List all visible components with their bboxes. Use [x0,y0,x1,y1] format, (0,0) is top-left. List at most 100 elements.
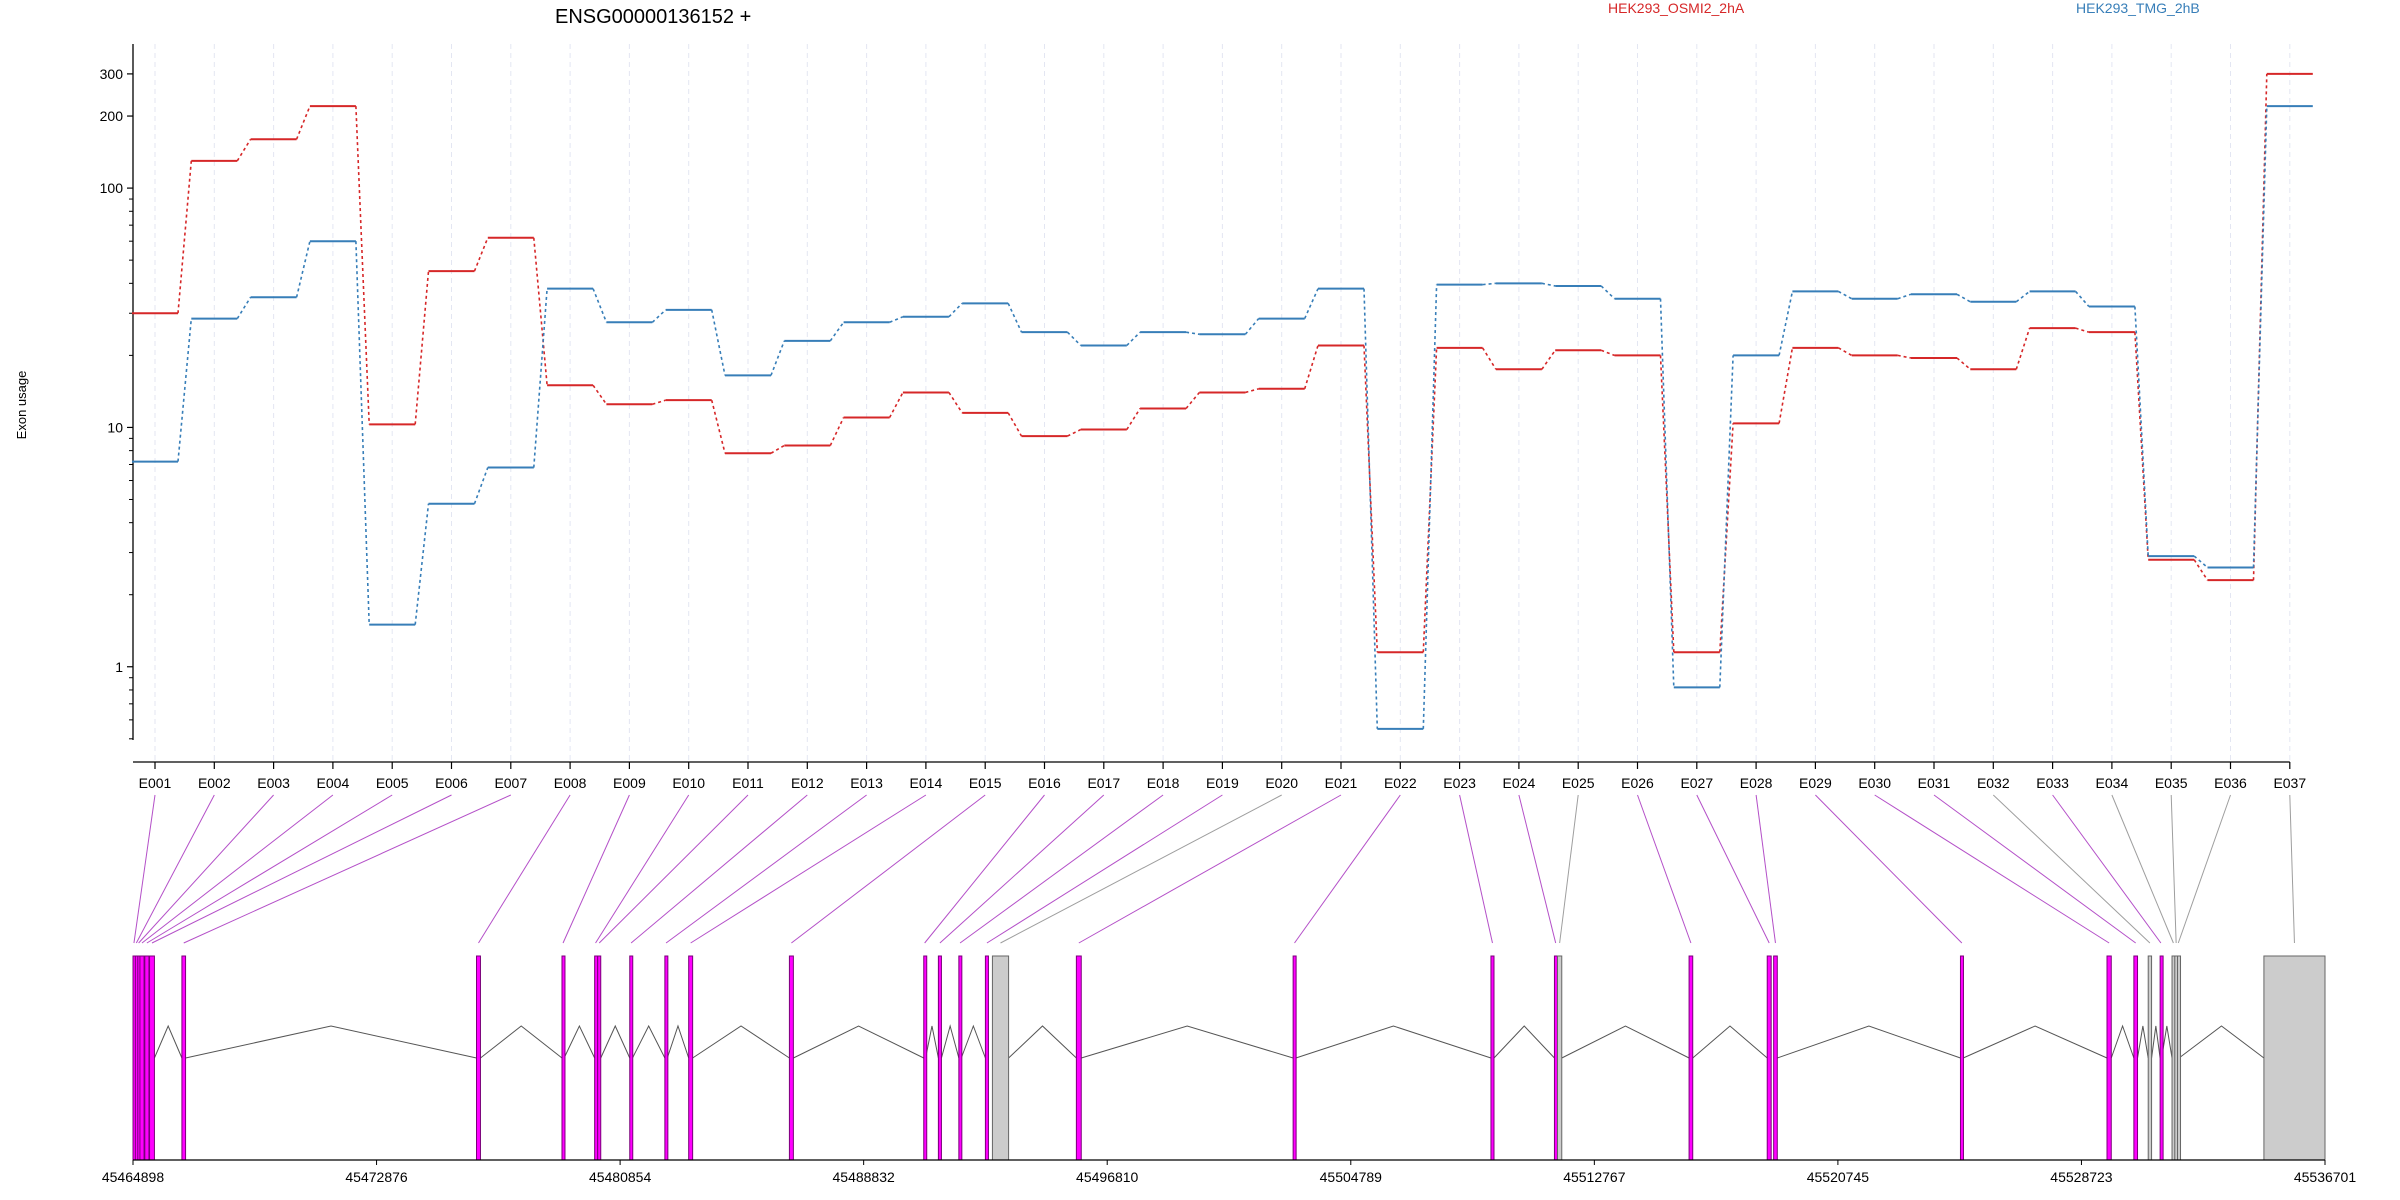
exon-box-E036 [2177,955,2182,1161]
series-2-connector [770,340,786,376]
series-1-connector [355,106,370,425]
y-tick-label-100: 100 [100,180,124,196]
series-2-connector [2074,290,2090,308]
exon-box-E026 [1688,955,1694,1161]
connector-E014 [690,794,927,944]
series-2-connector [2252,106,2268,568]
series-2-connector [889,316,904,324]
x-tick-label-E031: E031 [1918,775,1951,791]
x-tick-label-E016: E016 [1028,775,1061,791]
exon-box-E037 [2263,955,2326,1161]
connector-E002 [135,794,215,944]
genomic-tick-label-45488832: 45488832 [833,1169,896,1185]
series-1-connector [1778,347,1794,424]
series-2-connector [592,288,608,323]
x-tick-label-E029: E029 [1799,775,1832,791]
intron-line [925,1025,939,1059]
genomic-tick-label-45504789: 45504789 [1320,1169,1383,1185]
connector-E021 [1078,794,1342,944]
exon-box-E004 [139,955,145,1161]
exon-box-E028 [1773,955,1778,1161]
intron-line [960,1024,986,1059]
y-tick-label-300: 300 [100,66,124,82]
series-1-connector [1659,355,1675,653]
x-tick-label-E034: E034 [2096,775,2129,791]
series-2-connector [1185,331,1200,336]
series-1-connector [1541,349,1556,370]
x-tick-label-E020: E020 [1265,775,1298,791]
series-2-connector [1244,318,1260,335]
exon-grid-lines [154,44,2291,762]
intron-line [1692,1025,1768,1059]
connector-E007 [183,794,512,944]
intron-line [940,1024,960,1059]
intron-line [1777,1025,1961,1059]
connector-E005 [146,794,393,944]
x-tick-label-E015: E015 [969,775,1002,791]
exon-box-E014 [688,955,694,1161]
series-2 [132,105,2313,730]
x-tick-label-E023: E023 [1443,775,1476,791]
x-tick-label-E011: E011 [732,775,764,791]
x-tick-label-E005: E005 [376,775,409,791]
series-lines [132,72,2313,730]
connector-E012 [630,794,808,944]
intron-line [632,1024,666,1059]
series-1-connector [1897,354,1912,359]
exon-connector-lines [133,794,2295,944]
series-2-connector [1422,284,1438,729]
y-tick-label-1: 1 [115,659,123,675]
exon-box-E016 [923,955,928,1161]
exon-box-E006 [149,955,155,1161]
series-2-connector [2134,306,2149,557]
exon-box-E024 [1553,955,1558,1161]
x-tick-label-E001: E001 [139,775,172,791]
connector-E034 [2111,794,2174,944]
intron-line [2110,1024,2135,1059]
series-2-connector [295,241,311,298]
legend-entry-series-2: HEK293_TMG_2hB [2076,0,2200,16]
series-1 [132,72,2313,654]
series-2-connector [1303,288,1319,319]
axes: 1 10 100 200 300 E001 E002 E003 E004 E005 E006 E007… [100,44,2306,791]
connector-E010 [595,794,690,944]
series-1-connector [2134,332,2149,560]
series-2-connector [1066,331,1082,347]
x-tick-label-E012: E012 [791,775,824,791]
series-1-connector [2015,327,2031,370]
series-1-connector [1185,391,1201,409]
connector-E036 [2177,794,2231,944]
connector-E022 [1294,794,1401,944]
genomic-tick-label-45480854: 45480854 [589,1169,652,1185]
connector-E016 [924,794,1045,944]
genomic-tick-label-45496810: 45496810 [1076,1169,1139,1185]
series-2-connector [355,241,370,625]
exon-box-E012 [629,955,634,1161]
series-1-connector [1481,347,1497,370]
exon-box-E020 [991,955,1010,1161]
exon-box-E018 [958,955,963,1161]
connector-E029 [1815,794,1963,944]
series-2-connector [1482,282,1496,286]
x-tick-label-E014: E014 [910,775,943,791]
x-tick-label-E017: E017 [1087,775,1120,791]
x-tick-label-E004: E004 [317,775,350,791]
series-2-connector [1541,282,1556,287]
series-2-connector [1007,302,1023,333]
series-1-connector [295,105,311,140]
genomic-tick-label-45536701: 45536701 [2294,1169,2357,1185]
intron-line [1561,1025,1690,1059]
genomic-tick-label-45512767: 45512767 [1563,1169,1626,1185]
x-tick-label-E028: E028 [1740,775,1773,791]
exon-box-E022 [1292,955,1297,1161]
genomic-tick-label-45464898: 45464898 [102,1169,165,1185]
connector-E006 [151,794,452,944]
series-2-connector [414,503,430,625]
series-2-connector [1838,290,1853,300]
exon-box-E013 [664,955,669,1161]
connector-E009 [562,794,630,944]
connector-E030 [1874,794,2110,944]
x-tick-label-E033: E033 [2036,775,2069,791]
series-2-connector [1659,298,1675,688]
exon-box-E021 [1075,955,1082,1161]
